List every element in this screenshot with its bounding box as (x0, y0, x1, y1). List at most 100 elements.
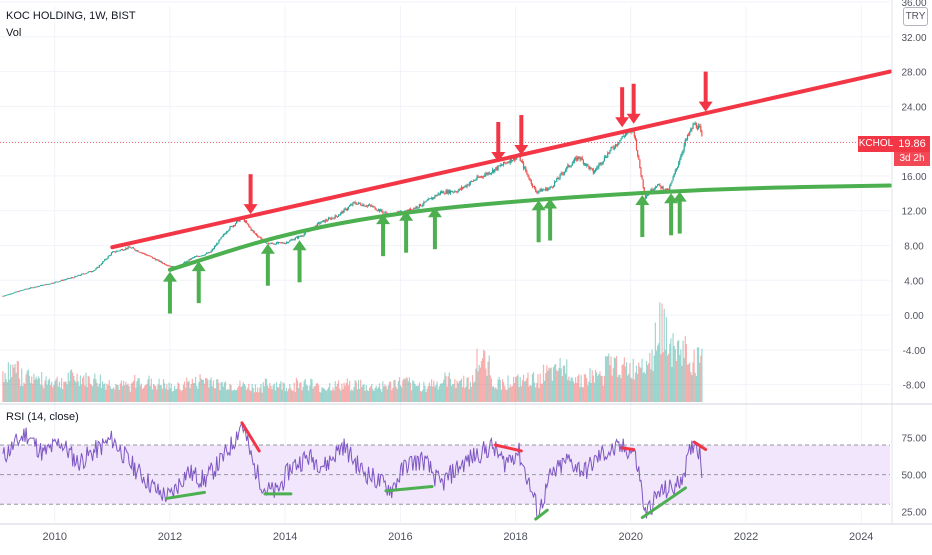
volume-bar (11, 377, 13, 402)
candle-body (366, 205, 368, 207)
volume-bar (576, 383, 578, 402)
volume-bar (196, 385, 198, 402)
volume-bar (98, 383, 100, 402)
volume-bar (557, 371, 559, 402)
candle-body (555, 181, 557, 182)
price-candles (2, 121, 703, 297)
candle-body (73, 277, 75, 279)
candle-body (503, 161, 505, 165)
volume-bar (150, 378, 152, 402)
volume-bar (700, 355, 702, 402)
arrow-head (191, 261, 206, 272)
volume-bar (569, 380, 571, 402)
volume-bar (405, 377, 407, 402)
candle-body (220, 237, 222, 240)
rsi-legend[interactable]: RSI (14, close) (6, 411, 79, 423)
candle-body (349, 205, 351, 207)
candle-body (65, 279, 67, 281)
candle-body (209, 252, 211, 253)
candle-body (32, 287, 34, 289)
candle-body (125, 248, 127, 250)
volume-bar (51, 381, 53, 402)
volume-bar (534, 382, 536, 402)
volume-bar (42, 385, 44, 402)
candle-body (476, 176, 478, 180)
volume-bar (178, 383, 180, 402)
candle-body (604, 156, 607, 158)
symbol-title[interactable]: KOC HOLDING, 1W, BIST (6, 10, 136, 22)
volume-bar (333, 390, 335, 402)
volume-bar (222, 386, 224, 402)
volume-bar (541, 383, 543, 402)
candle-body (654, 187, 656, 189)
candle-body (589, 167, 591, 170)
candle-body (323, 220, 325, 223)
volume-bar (433, 380, 435, 402)
volume-bar (144, 385, 146, 402)
candle-body (271, 243, 273, 244)
candle-body (233, 225, 236, 227)
volume-bar (59, 387, 62, 402)
volume-bar (641, 358, 643, 402)
volume-bar (572, 381, 574, 402)
candle-body (28, 288, 31, 290)
volume-bar (550, 367, 552, 402)
candle-body (638, 155, 640, 160)
volume-bar (565, 373, 567, 402)
volume-bar (229, 383, 231, 402)
y-tick-label: 4.00 (904, 276, 924, 287)
volume-bar (496, 389, 498, 402)
volume-bar (32, 383, 34, 402)
rsi-plot (2, 421, 708, 521)
volume-bar (228, 389, 230, 402)
y-tick-label: 32.00 (901, 33, 926, 44)
candle-body (21, 290, 23, 291)
candle-body (561, 173, 563, 174)
volume-legend[interactable]: Vol (6, 27, 22, 39)
volume-bar (269, 382, 271, 402)
volume-bar (670, 338, 672, 402)
candle-body (496, 167, 498, 170)
candle-body (99, 264, 101, 266)
volume-bar (167, 389, 169, 402)
candle-body (183, 262, 186, 264)
candle-body (551, 186, 553, 188)
volume-bar (442, 383, 444, 402)
volume-bar (423, 381, 425, 402)
candle-body (136, 250, 138, 252)
candle-body (207, 252, 209, 254)
candle-body (345, 208, 347, 211)
volume-bar (319, 391, 321, 402)
volume-bar (591, 370, 593, 402)
candle-body (470, 181, 473, 183)
volume-bar (241, 385, 243, 402)
volume-bar (397, 381, 399, 402)
candle-body (229, 226, 231, 230)
candle-body (290, 239, 292, 241)
candle-body (160, 261, 162, 263)
volume-bar (699, 362, 701, 402)
candle-body (686, 134, 689, 140)
candle-body (465, 185, 467, 187)
volume-bar (485, 368, 487, 402)
volume-bar (195, 376, 197, 402)
candle-body (14, 291, 16, 293)
volume-bar (87, 375, 89, 402)
volume-bar (579, 387, 581, 402)
candle-body (298, 235, 300, 239)
volume-bar (304, 378, 306, 402)
candle-body (272, 243, 274, 245)
volume-bar (570, 377, 572, 402)
candle-body (247, 223, 249, 225)
volume-bar (589, 368, 591, 402)
currency-button[interactable]: TRY (903, 7, 928, 26)
volume-bar (54, 381, 56, 402)
candle-body (319, 222, 321, 224)
volume-bar (125, 381, 127, 402)
volume-bar (121, 385, 124, 402)
candle-body (49, 283, 52, 285)
candle-body (559, 174, 561, 179)
volume-bar (365, 384, 367, 402)
